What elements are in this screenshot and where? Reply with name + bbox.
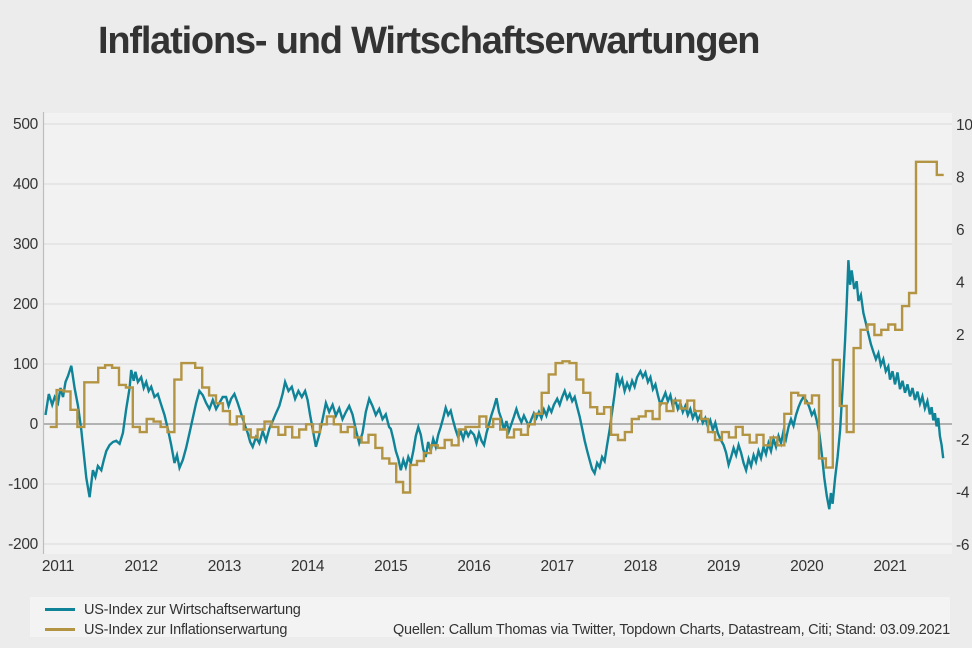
plot-area [43,113,952,554]
x-axis-tick-label: 2014 [291,558,325,575]
left-axis-tick-label: -100 [8,476,39,493]
x-axis-tick-label: 2017 [541,558,574,575]
left-axis-tick-label: -200 [8,536,39,553]
right-axis-tick-label: 2 [956,327,964,344]
x-axis-tick-label: 2019 [707,558,740,575]
legend-label: US-Index zur Wirtschaftserwartung [84,601,301,618]
left-axis-tick-label: 300 [13,236,39,253]
right-axis-tick-label: -4 [956,485,970,502]
x-axis-tick-label: 2015 [374,558,407,575]
right-axis-tick-label: 10 [956,117,972,134]
legend-band [30,597,950,637]
right-axis-tick-label: 4 [956,275,965,292]
legend-label: US-Index zur Inflationserwartung [84,621,288,638]
chart-legend: US-Index zur Wirtschaftserwartung US-Ind… [45,601,301,638]
right-axis-tick-label: -6 [956,537,969,554]
x-axis-tick-label: 2013 [208,558,241,575]
series-inflationserwartung-line [49,160,944,494]
right-axis-tick-label: 8 [956,170,964,187]
right-axis-tick-label: 6 [956,222,964,239]
x-axis-tick-label: 2016 [457,558,490,575]
x-axis-tick-label: 2020 [790,558,824,575]
right-axis-tick-label: -2 [956,432,969,449]
legend-item-inflationserwartung: US-Index zur Inflationserwartung [45,621,301,638]
left-axis-tick-label: 100 [13,356,39,373]
x-axis-tick-label: 2011 [42,558,74,575]
legend-line-swatch-gold [45,628,75,631]
legend-item-wirtschaftserwartung: US-Index zur Wirtschaftserwartung [45,601,301,618]
x-axis-tick-label: 2012 [125,558,158,575]
series-group [44,160,945,510]
page-title: Inflations- und Wirtschaftserwartungen [98,20,761,62]
source-note: Quellen: Callum Thomas via Twitter, Topd… [393,622,950,638]
left-axis-tick-label: 0 [30,416,39,433]
series-wirtschaftserwartung-line [44,260,945,510]
left-axis-tick-label: 500 [13,116,39,133]
left-axis-tick-label: 200 [13,296,39,313]
legend-line-swatch-teal [45,608,75,611]
x-axis-tick-label: 2021 [873,558,906,575]
x-axis-tick-label: 2018 [624,558,657,575]
left-axis-tick-label: 400 [13,176,39,193]
